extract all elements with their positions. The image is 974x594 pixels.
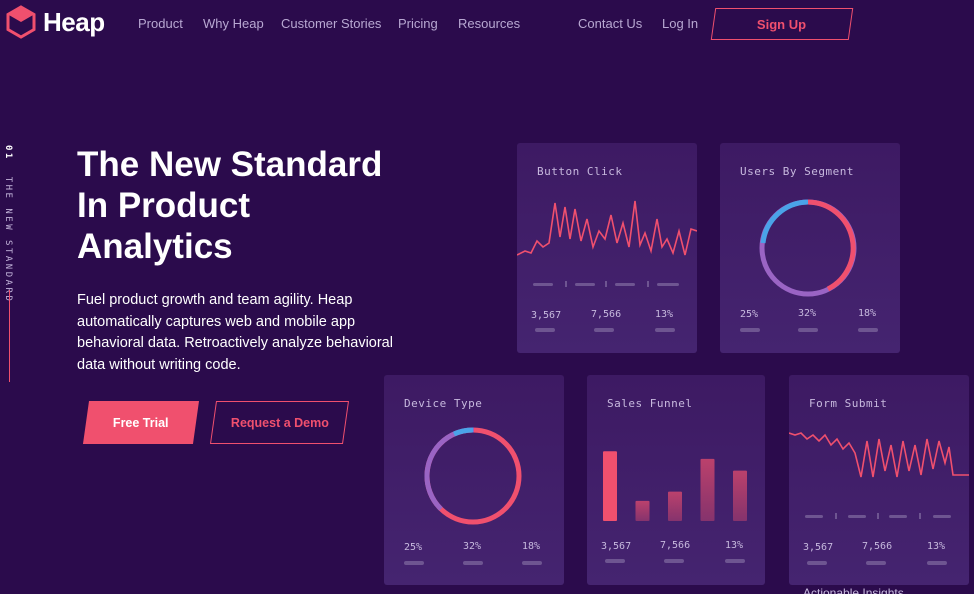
hero-headline: The New Standard In Product Analytics [77, 144, 437, 267]
stat-bar [605, 559, 625, 563]
heap-hexagon-icon [6, 5, 36, 39]
card-title: Device Type [404, 397, 483, 410]
hero-subtext: Fuel product growth and team agility. He… [77, 292, 393, 373]
nav-product[interactable]: Product [138, 16, 183, 31]
stat-value: 18% [522, 541, 541, 552]
headline-line-1: The New Standard [77, 145, 383, 184]
stat-value: 3,567 [531, 310, 562, 321]
card-title: Form Submit [809, 397, 888, 410]
stat-value: 13% [725, 540, 744, 551]
funnel-bar-4 [700, 458, 715, 521]
stat-bar [807, 561, 827, 565]
stat-bar [594, 328, 614, 332]
top-nav: Heap Product Why Heap Customer Stories P… [0, 0, 974, 46]
card-title: Users By Segment [740, 165, 854, 178]
nav-why-heap[interactable]: Why Heap [203, 16, 264, 31]
card-title: Button Click [537, 165, 623, 178]
free-trial-button[interactable]: Free Trial [82, 401, 200, 444]
card-device-type: Device Type 25% 32% 18% [384, 375, 564, 585]
brand-name: Heap [43, 6, 105, 37]
stat-bar [404, 561, 424, 565]
stat-bar [463, 561, 483, 565]
stat-value: 25% [740, 309, 759, 320]
nav-contact-us[interactable]: Contact Us [578, 16, 643, 31]
nav-log-in[interactable]: Log In [662, 16, 699, 31]
stat-bar [740, 328, 760, 332]
card-button-click: Button Click 3,567 7,566 13% [517, 143, 697, 353]
free-trial-label: Free Trial [113, 415, 169, 430]
sign-up-label: Sign Up [757, 16, 807, 32]
stat-bar [858, 328, 878, 332]
stat-value: 32% [463, 541, 482, 552]
stat-value: 13% [655, 309, 674, 320]
nav-customer-stories[interactable]: Customer Stories [281, 16, 382, 31]
request-demo-button[interactable]: Request a Demo [209, 401, 350, 444]
funnel-bar-3 [668, 491, 682, 521]
device-type-donut [424, 427, 522, 525]
section-number: 01 [3, 145, 13, 161]
section-indicator-line [9, 290, 10, 382]
stat-value: 25% [404, 542, 423, 553]
stat-value: 18% [858, 308, 877, 319]
nav-pricing[interactable]: Pricing [398, 16, 438, 31]
button-click-line-chart [517, 200, 697, 287]
stat-bar [798, 328, 818, 332]
card-title: Sales Funnel [607, 397, 693, 410]
headline-line-3: Analytics [77, 227, 233, 266]
stat-bar [535, 328, 555, 332]
stat-value: 3,567 [803, 542, 834, 553]
headline-line-2: In Product [77, 186, 251, 225]
form-submit-line-chart [789, 432, 969, 519]
stat-bar [664, 559, 684, 563]
stat-value: 13% [927, 541, 946, 552]
stat-bar [522, 561, 542, 565]
stat-value: 32% [798, 308, 817, 319]
stat-value: 7,566 [591, 309, 622, 320]
request-demo-label: Request a Demo [230, 415, 329, 430]
stat-bar [655, 328, 675, 332]
stat-value: 3,567 [601, 541, 632, 552]
funnel-bar-2 [635, 500, 650, 521]
stat-bar [725, 559, 745, 563]
card-form-submit: Form Submit 3,567 7,566 13% [789, 375, 969, 585]
stat-value: 7,566 [862, 541, 893, 552]
card-users-by-segment: Users By Segment 25% 32% 18% [720, 143, 900, 353]
stat-value: 7,566 [660, 540, 691, 551]
section-heading-snippet: Actionable Insights [803, 586, 904, 594]
section-label: THE NEW STANDARD [3, 176, 13, 304]
card-sales-funnel: Sales Funnel 3,567 7,566 13% [587, 375, 765, 585]
sales-funnel-bar-chart [603, 451, 747, 521]
stat-bar [866, 561, 886, 565]
sign-up-button[interactable]: Sign Up [710, 8, 854, 40]
funnel-bar-5 [733, 470, 747, 521]
funnel-bar-1 [603, 451, 617, 521]
stat-bar [927, 561, 947, 565]
brand-logo[interactable]: Heap [5, 5, 105, 39]
nav-resources[interactable]: Resources [458, 16, 521, 31]
section-indicator: 01 THE NEW STANDARD [3, 145, 13, 303]
users-segment-donut [759, 199, 857, 297]
